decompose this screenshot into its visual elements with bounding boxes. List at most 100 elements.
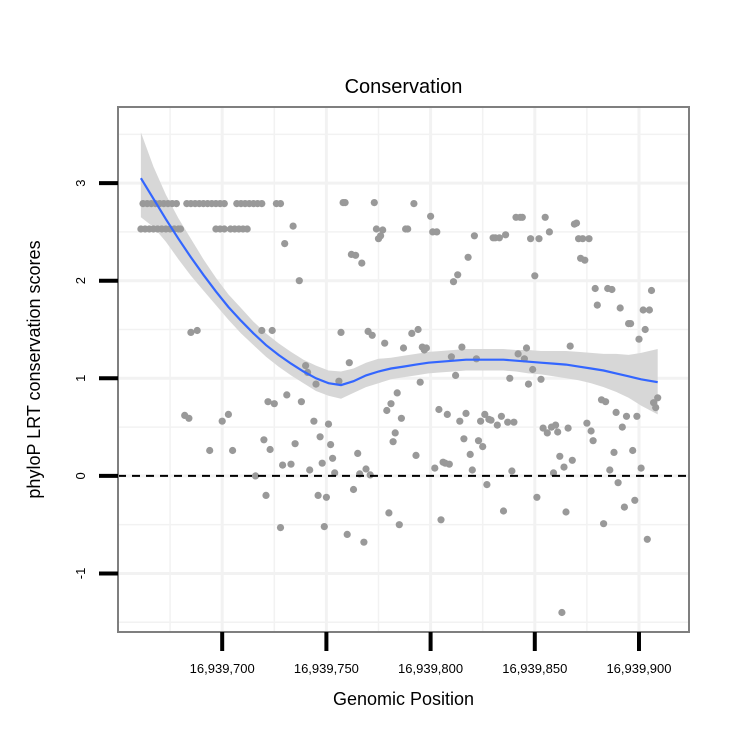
data-point xyxy=(602,398,610,406)
data-point xyxy=(533,493,541,501)
data-point xyxy=(270,400,278,408)
data-point xyxy=(443,410,451,418)
data-point xyxy=(437,516,445,524)
data-point xyxy=(220,200,228,208)
data-point xyxy=(377,232,385,240)
data-point xyxy=(495,234,503,242)
data-point xyxy=(554,428,562,436)
data-point xyxy=(633,412,641,420)
data-point xyxy=(499,507,508,515)
data-point xyxy=(564,424,572,432)
data-point xyxy=(518,213,526,221)
data-point xyxy=(408,329,416,337)
data-point xyxy=(593,301,601,309)
data-point xyxy=(422,344,430,352)
data-point xyxy=(637,464,645,472)
data-point xyxy=(318,459,326,467)
data-point xyxy=(289,222,297,230)
data-point xyxy=(474,437,483,445)
data-point xyxy=(314,491,322,499)
data-point xyxy=(387,400,395,408)
data-point xyxy=(360,538,368,546)
data-point xyxy=(268,326,276,335)
data-point xyxy=(608,285,616,294)
data-point xyxy=(462,409,470,417)
data-point xyxy=(629,446,637,455)
data-point xyxy=(358,259,366,267)
data-point xyxy=(327,441,335,449)
data-point xyxy=(493,421,501,429)
data-point xyxy=(266,445,274,454)
data-point xyxy=(652,404,660,412)
data-point xyxy=(312,380,320,388)
data-point xyxy=(566,342,574,350)
data-point xyxy=(281,240,289,248)
data-point xyxy=(276,200,285,208)
data-point xyxy=(587,427,595,435)
data-point xyxy=(524,380,533,388)
data-point xyxy=(477,417,485,425)
data-point xyxy=(531,272,539,280)
data-point xyxy=(460,435,468,443)
data-point xyxy=(385,509,393,517)
data-point xyxy=(391,429,399,437)
data-point xyxy=(487,416,495,424)
data-point xyxy=(224,410,232,418)
y-tick-label: 0 xyxy=(73,472,88,479)
data-point xyxy=(612,408,620,416)
y-tick-label: 2 xyxy=(73,277,88,284)
data-point xyxy=(447,353,455,361)
data-point xyxy=(622,412,631,420)
data-point xyxy=(220,225,228,233)
data-point xyxy=(260,436,268,444)
data-point xyxy=(316,433,324,441)
data-point xyxy=(537,375,545,383)
data-point xyxy=(506,374,514,382)
data-point xyxy=(510,418,518,426)
data-point xyxy=(654,394,662,402)
data-point xyxy=(243,225,251,233)
data-point xyxy=(558,608,566,617)
data-point xyxy=(635,335,643,343)
data-point xyxy=(185,414,193,422)
data-point xyxy=(449,278,458,286)
data-points xyxy=(137,199,662,617)
data-point xyxy=(583,419,591,427)
data-point xyxy=(383,406,391,415)
data-point xyxy=(464,253,472,261)
data-point xyxy=(283,391,291,399)
data-point xyxy=(393,389,401,397)
data-point xyxy=(616,304,624,312)
data-point xyxy=(362,465,370,473)
data-point xyxy=(399,344,408,352)
data-point xyxy=(297,398,305,406)
data-point xyxy=(579,235,587,243)
data-point xyxy=(614,479,622,487)
data-point xyxy=(295,277,303,285)
data-point xyxy=(600,520,608,528)
data-point xyxy=(470,232,478,240)
data-point xyxy=(479,443,487,451)
data-point xyxy=(306,466,314,474)
data-point xyxy=(552,421,560,429)
x-tick-label: 16,939,900 xyxy=(606,661,671,676)
data-point xyxy=(372,225,380,233)
data-point xyxy=(416,378,424,386)
data-point xyxy=(541,213,549,221)
data-point xyxy=(527,235,535,243)
smooth-fit-line xyxy=(139,177,658,387)
data-point xyxy=(172,200,180,208)
data-point xyxy=(302,362,310,370)
data-point xyxy=(481,410,489,418)
data-point xyxy=(585,235,593,243)
data-point xyxy=(620,503,629,511)
data-point xyxy=(331,469,339,477)
data-point xyxy=(349,485,358,494)
data-point xyxy=(466,450,474,458)
data-point xyxy=(639,306,647,314)
data-point xyxy=(341,199,349,207)
data-point xyxy=(591,284,599,293)
data-point xyxy=(320,523,328,531)
data-point xyxy=(176,225,185,233)
data-point xyxy=(535,235,543,243)
